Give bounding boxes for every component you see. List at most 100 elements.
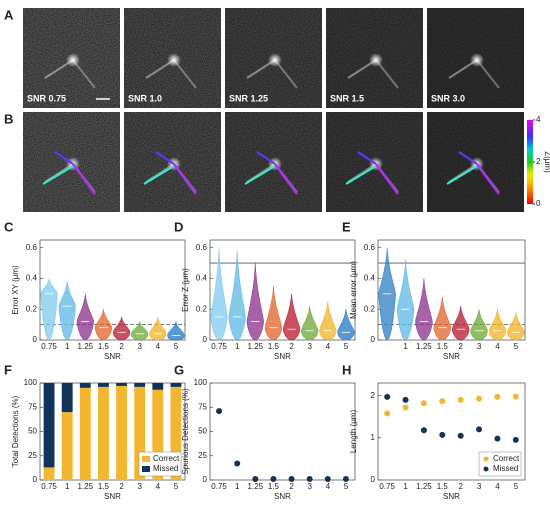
image-panel xyxy=(326,112,423,212)
x-tick-label: 1.5 xyxy=(437,342,449,351)
x-tick-label: 5 xyxy=(174,482,179,491)
spot xyxy=(369,53,383,67)
y-tick-label: 25 xyxy=(28,451,37,460)
x-tick-label: 4 xyxy=(156,482,161,491)
track xyxy=(143,165,175,185)
legend-swatch xyxy=(142,466,150,472)
y-tick-label: 0 xyxy=(371,335,376,344)
track xyxy=(54,151,74,165)
panel-label: H xyxy=(342,362,351,377)
y-tick-label: 0.2 xyxy=(364,304,376,313)
dot xyxy=(384,393,391,400)
x-tick-label: 5 xyxy=(514,482,519,491)
violin xyxy=(319,301,337,341)
x-tick-label: 0.75 xyxy=(211,482,227,491)
snr-label: SNR 0.75 xyxy=(27,93,66,103)
track xyxy=(155,151,175,165)
y-axis-label: Error XY (μm) xyxy=(11,265,20,315)
bar-segment xyxy=(134,383,146,387)
x-tick-label: 4 xyxy=(326,342,331,351)
spot xyxy=(167,53,181,67)
y-tick-label: 0.2 xyxy=(196,304,208,313)
x-tick-label: 2 xyxy=(289,342,294,351)
dot xyxy=(420,427,427,434)
violin xyxy=(210,247,228,341)
x-tick-label: 1.25 xyxy=(416,342,432,351)
y-tick-label: 25 xyxy=(198,451,207,460)
y-tick-label: 0 xyxy=(33,475,38,484)
legend-swatch xyxy=(142,456,150,462)
x-tick-label: 1 xyxy=(235,482,240,491)
x-tick-label: 5 xyxy=(344,482,349,491)
dot xyxy=(216,408,223,415)
violin xyxy=(228,250,246,341)
plot-frame xyxy=(377,382,526,481)
bar-segment xyxy=(43,383,55,468)
x-tick-label: 1.5 xyxy=(268,482,280,491)
bar-segment xyxy=(116,385,127,480)
colorbar-tick-label: 2 xyxy=(536,157,541,166)
panel-label: F xyxy=(4,362,12,377)
x-tick-label: 1 xyxy=(403,482,408,491)
x-tick-label: 1 xyxy=(65,342,70,351)
track xyxy=(357,151,377,165)
x-tick-label: 5 xyxy=(344,342,349,351)
dot xyxy=(234,460,241,467)
x-tick-label: 3 xyxy=(137,482,142,491)
snr-label: SNR 1.0 xyxy=(128,93,162,103)
x-tick-label: 3 xyxy=(307,482,312,491)
x-axis-label: SNR xyxy=(274,352,291,361)
x-tick-label: 1.25 xyxy=(248,482,264,491)
x-tick-label: 3 xyxy=(307,342,312,351)
dot xyxy=(512,436,519,443)
violin xyxy=(488,309,507,341)
bar-segment xyxy=(170,383,182,387)
x-tick-label: 4 xyxy=(495,482,500,491)
panel-label: B xyxy=(4,111,13,126)
plot-frame xyxy=(377,239,526,341)
dot xyxy=(439,431,446,438)
bar-segment xyxy=(61,412,73,480)
spot xyxy=(66,53,80,67)
bar-segment xyxy=(152,383,164,390)
spot xyxy=(268,53,282,67)
bar-segment xyxy=(43,467,55,480)
x-tick-label: 0.75 xyxy=(211,342,227,351)
spot xyxy=(470,53,484,67)
x-tick-label: 3 xyxy=(477,342,482,351)
y-axis-label: Length (μm) xyxy=(349,410,358,454)
x-tick-label: 1.25 xyxy=(416,482,432,491)
x-tick-label: 5 xyxy=(514,342,519,351)
track xyxy=(374,163,400,195)
x-tick-label: 4 xyxy=(156,342,161,351)
panel-label: E xyxy=(342,219,351,234)
dot xyxy=(384,410,391,417)
x-tick-label: 0.75 xyxy=(379,482,395,491)
legend-label: Missed xyxy=(493,464,518,473)
track xyxy=(345,165,377,185)
dot xyxy=(402,404,409,411)
dot xyxy=(512,393,519,400)
dot xyxy=(270,476,277,483)
dot xyxy=(306,476,313,483)
colorbar-tick-label: 4 xyxy=(536,115,541,124)
plot-frame xyxy=(209,239,356,341)
y-tick-label: 0 xyxy=(203,335,208,344)
violin xyxy=(415,278,433,341)
legend-label: Correct xyxy=(493,454,520,463)
track xyxy=(71,163,97,195)
y-tick-label: 1 xyxy=(371,433,376,442)
x-tick-label: 2 xyxy=(119,342,124,351)
x-axis-label: SNR xyxy=(443,492,460,501)
dot xyxy=(402,396,409,403)
dot xyxy=(439,398,446,405)
x-tick-label: 1 xyxy=(403,342,408,351)
x-tick-label: 2 xyxy=(119,482,124,491)
dot xyxy=(457,396,464,403)
dot xyxy=(420,400,427,407)
snr-label: SNR 1.5 xyxy=(330,93,364,103)
x-tick-label: 1.5 xyxy=(98,342,110,351)
bar-segment xyxy=(98,386,109,480)
snr-label: SNR 3.0 xyxy=(431,93,465,103)
legend-label: Missed xyxy=(153,464,178,473)
